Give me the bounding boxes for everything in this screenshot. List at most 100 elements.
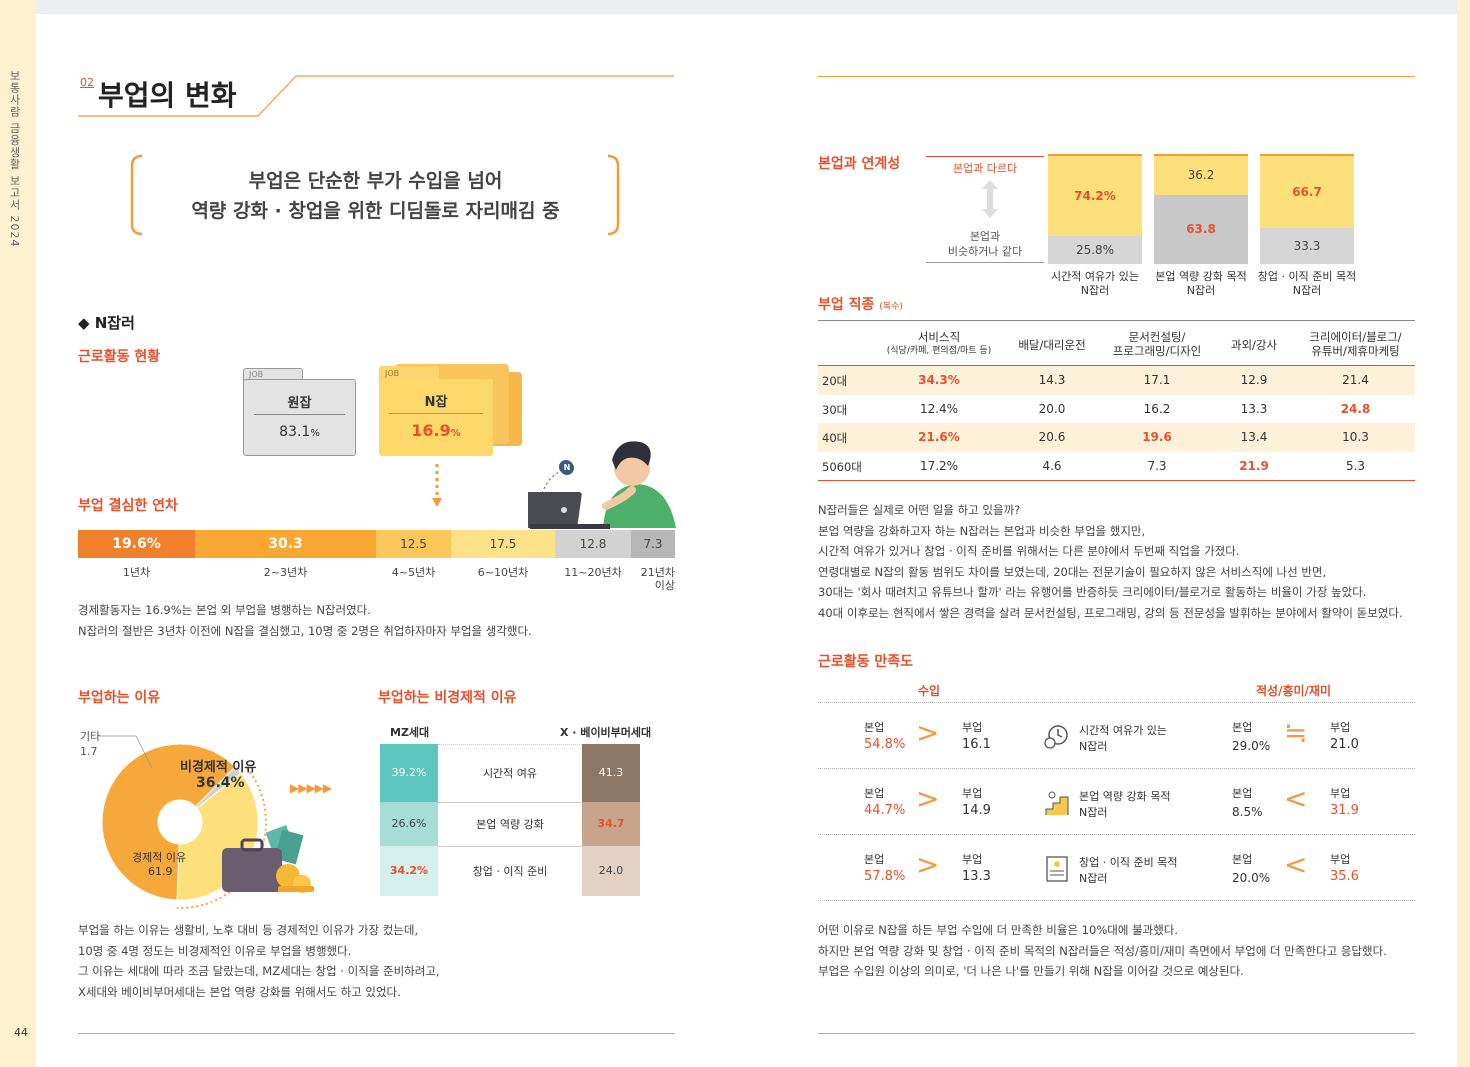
sat-inc-main: 44.7%: [864, 803, 906, 818]
sat-apt-compare: ≒: [1284, 716, 1308, 749]
job-cell: 7.3: [1147, 458, 1167, 473]
report-side-title: 보통사람 금융생활 보고서 2024: [8, 70, 21, 248]
link-bar-label2: N잡러: [1186, 284, 1216, 297]
noneco-mz-bar: 39.2%: [380, 744, 438, 802]
noneco-chart: 39.2% 41.3 시간적 여유 26.6% 34.7 본업 역량 강화 34.2% 24.…: [380, 744, 640, 896]
sat-col-income: 수입: [918, 684, 941, 698]
sat-title: 근로활동 만족도: [818, 654, 914, 670]
reason-eco-label: 경제적 이유: [132, 851, 187, 864]
job-cell: 12.9: [1240, 373, 1268, 387]
work-status-title: 근로활동 현황: [78, 349, 161, 365]
sat-apt-side-label: 부업: [1330, 853, 1351, 866]
flow-arrows: ▶▶▶▶▶: [290, 781, 332, 795]
title-underline: [78, 75, 674, 117]
sat-apt-main: 20.0%: [1232, 871, 1271, 885]
link-bar-bottom: 63.8: [1154, 195, 1248, 264]
link-bar-topline: [1260, 154, 1354, 156]
sat-apt-main-label: 본업: [1232, 787, 1253, 800]
stairs-icon: [1045, 791, 1069, 815]
year-segment: 12.5: [376, 530, 451, 558]
sat-col-aptitude: 적성/흥미/재미: [1256, 684, 1332, 698]
folder1-job-tag: JOB: [249, 370, 264, 379]
sat-type1: 창업 · 이직 준비 목적: [1079, 856, 1178, 869]
job-title-note: (복수): [879, 302, 903, 312]
person-laptop-illustration: [528, 441, 676, 529]
year-segment: 17.5: [451, 530, 555, 558]
job-cell: 21.6%: [918, 430, 960, 444]
job-cell: 13.3: [1240, 401, 1268, 416]
job-text-line: 40대 이후로는 현직에서 쌓은 경력을 살려 문서컨설팅, 프로그래밍, 강의…: [818, 605, 1403, 620]
sat-type2: N잡러: [1079, 806, 1108, 819]
job-text-line: 본업 역량을 강화하고자 하는 N잡러는 본업과 비슷한 부업을 했지만,: [818, 523, 1146, 538]
link-diff-label: 본업과 다르다: [952, 162, 1018, 175]
link-title: 본업과 연계성: [818, 156, 901, 172]
link-bar-bottom: 25.8%: [1048, 236, 1142, 264]
sat-inc-main-label: 본업: [864, 787, 885, 800]
noneco-mz-bar: 34.2%: [380, 846, 438, 896]
noneco-title: 부업하는 비경제적 이유: [378, 690, 517, 706]
year-label: 11~20년차: [564, 566, 622, 579]
sat-type2: N잡러: [1079, 872, 1108, 885]
right-bottom-rule: [818, 1033, 1415, 1034]
job-header-cell: 문서컨설팅/프로그래밍/디자인: [1102, 330, 1212, 358]
link-bar-topline: [1048, 154, 1142, 156]
year-segment: 7.3: [631, 530, 675, 558]
sat-row: 본업 44.7% > 부업 14.9 본업 역량 강화 목적 N잡러 본업 8.5% < 부업 31.…: [818, 768, 1415, 834]
job-text-line: 연령대별로 N잡의 활동 범위도 차이를 보였는데, 20대는 전문기술이 필요…: [818, 564, 1327, 579]
section-title: 부업의 변화: [98, 79, 237, 112]
sat-row: 본업 57.8% > 부업 13.3 창업 · 이직 준비 목적 N잡러 본업 20.0% < 부업…: [818, 834, 1415, 900]
sat-apt-main: 8.5%: [1232, 805, 1263, 819]
sat-apt-side: 35.6: [1330, 869, 1359, 884]
job-header-line2: 프로그래밍/디자인: [1112, 344, 1202, 358]
callout-brackets: [130, 154, 620, 236]
job-title: 부업 직종: [818, 297, 875, 313]
job-table-row: 5060대 17.2% 4.6 7.3 21.9 5.3: [818, 451, 1415, 480]
link-bar-top: 36.2: [1154, 156, 1248, 195]
job-cell: 19.6: [1142, 430, 1172, 444]
document-person-icon: [1046, 856, 1068, 882]
year-title: 부업 결심한 연차: [78, 498, 178, 514]
job-table-top-rule: [818, 320, 1415, 321]
link-bar-label2: N잡러: [1080, 284, 1110, 297]
noneco-row-label: 본업 역량 강화: [438, 802, 582, 846]
job-cell: 16.2: [1143, 401, 1171, 416]
job-cell: 14.3: [1038, 373, 1066, 387]
reason-text-line: X세대와 베이비부머세대는 본업 역량 강화를 위해서도 하고 있었다.: [78, 984, 401, 999]
folder2-label: N잡: [424, 395, 448, 410]
job-cell: 20.6: [1038, 430, 1066, 444]
year-segment: 12.8: [555, 530, 631, 558]
pie-slice-other: [194, 766, 242, 809]
reason-text: 부업을 하는 이유는 생활비, 노후 대비 등 경제적인 이유가 가장 컸는데,…: [78, 920, 440, 1002]
callout-line1: 부업은 단순한 부가 수입을 넘어: [248, 170, 503, 192]
sat-inc-compare: >: [916, 782, 940, 815]
job-table-bottom-rule: [818, 480, 1415, 481]
right-margin-strip: [1457, 0, 1470, 1067]
reason-noneco-value: 36.4%: [196, 775, 245, 791]
sat-inc-compare: >: [916, 716, 940, 749]
sat-inc-side: 14.9: [962, 803, 991, 818]
updown-arrow-icon: [982, 180, 998, 218]
reason-other-value: 1.7: [80, 745, 98, 758]
year-labels: 1년차 2~3년차 4~5년차 6~10년차 11~20년차 21년차 이상: [78, 566, 675, 596]
job-table-row: 20대 34.3% 14.3 17.1 12.9 21.4: [818, 366, 1415, 395]
job-cell: 17.2%: [919, 458, 959, 473]
folder1-unit: %: [310, 428, 320, 439]
left-bottom-rule: [78, 1033, 675, 1034]
sat-apt-compare: <: [1284, 848, 1308, 881]
reason-text-line: 부업을 하는 이유는 생활비, 노후 대비 등 경제적인 이유가 가장 컸는데,: [78, 923, 419, 937]
sat-inc-main-label: 본업: [864, 853, 885, 866]
year-segment: 19.6%: [78, 530, 195, 558]
folder2-job-tag: JOB: [385, 369, 400, 378]
reason-noneco-label: 비경제적 이유: [180, 760, 257, 775]
sat-inc-main: 54.8%: [864, 737, 906, 752]
sat-apt-main-label: 본업: [1232, 853, 1253, 866]
job-cell: 20.0: [1038, 401, 1066, 416]
link-bar-topline: [1154, 154, 1248, 156]
reason-eco-value: 61.9: [148, 865, 173, 878]
noneco-col-mz: MZ세대: [390, 726, 430, 739]
noneco-row-label: 시간적 여유: [438, 744, 582, 802]
noneco-x-bar: 34.7: [582, 802, 640, 846]
sat-type1: 본업 역량 강화 목적: [1079, 790, 1171, 803]
job-header-cell: 서비스직 (식당/카페, 편의점/마트 등): [876, 330, 1002, 358]
link-same-label1: 본업과: [969, 230, 1001, 243]
